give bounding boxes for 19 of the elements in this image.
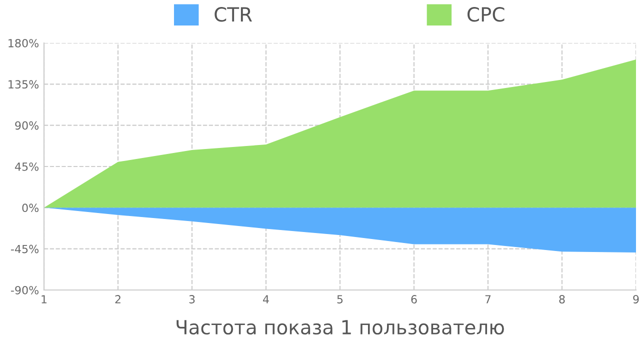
y-tick-label: 0% — [22, 204, 39, 212]
y-tick-label: 135% — [8, 80, 39, 89]
legend-label: CPC — [468, 7, 504, 22]
legend-label: CTR — [214, 7, 252, 22]
x-tick-label: 6 — [411, 295, 417, 304]
y-tick-label: 90% — [15, 121, 39, 130]
x-tick-label: 4 — [263, 295, 269, 304]
y-tick-label: 45% — [14, 162, 39, 171]
y-tick-label: -90% — [10, 286, 39, 294]
x-tick-label: 7 — [485, 295, 491, 304]
x-tick-label: 5 — [337, 295, 343, 304]
x-tick-label: 8 — [559, 295, 565, 304]
x-tick-label: 9 — [633, 295, 639, 304]
y-tick-label: 180% — [8, 38, 39, 48]
y-tick-label: -45% — [10, 244, 39, 254]
x-tick-label: 2 — [115, 295, 120, 304]
x-tick-label: 3 — [189, 295, 195, 304]
x-tick-label: 1 — [42, 295, 47, 304]
x-axis-title: Частота показа 1 пользователю — [176, 320, 504, 335]
